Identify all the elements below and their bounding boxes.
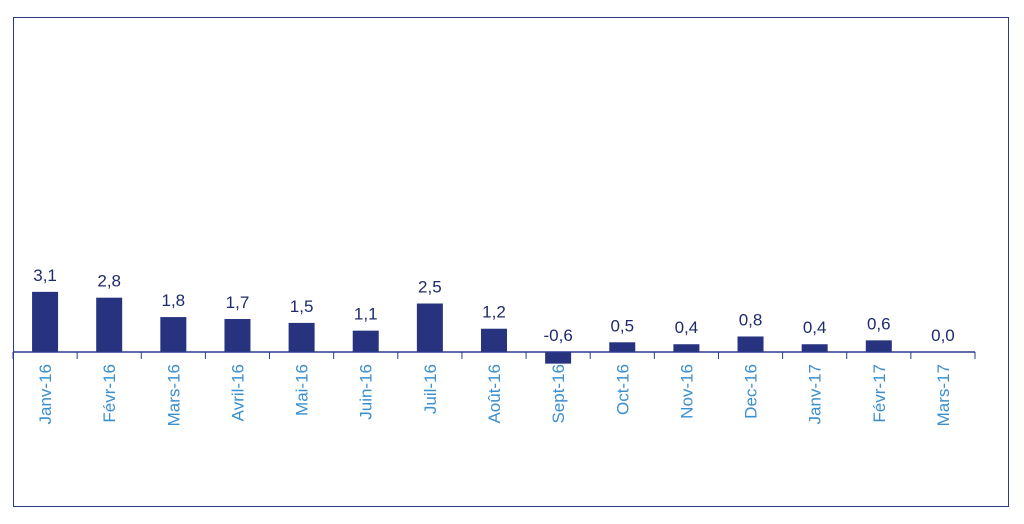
bar-Dec-16	[737, 336, 764, 352]
bar-Mars-16	[160, 317, 187, 352]
value-label-Oct-16: 0,5	[610, 316, 634, 335]
x-tick-label-Dec-16: Dec-16	[742, 364, 761, 419]
bar-Juil-16	[416, 303, 443, 352]
x-tick-label-Mai-16: Mai-16	[293, 364, 312, 416]
value-label-Févr-16: 2,8	[97, 272, 121, 291]
bar-Janv-16	[32, 291, 59, 352]
value-label-Avril-16: 1,7	[226, 293, 250, 312]
bar-Oct-16	[609, 342, 636, 352]
value-label-Janv-16: 3,1	[33, 266, 57, 285]
bar-Mai-16	[288, 322, 315, 352]
chart-frame	[13, 17, 1009, 507]
x-tick-label-Févr-16: Févr-16	[100, 364, 119, 423]
x-tick-label-Juil-16: Juil-16	[421, 364, 440, 414]
value-label-Juin-16: 1,1	[354, 305, 378, 324]
x-tick-label-Sept-16: Sept-16	[549, 364, 568, 424]
x-tick-label-Janv-16: Janv-16	[36, 364, 55, 424]
value-label-Janv-17: 0,4	[803, 318, 827, 337]
x-tick-label-Mars-17: Mars-17	[934, 364, 953, 426]
bar-Janv-17	[801, 344, 828, 352]
bar-Sept-16	[545, 352, 572, 364]
x-axis	[12, 351, 976, 359]
value-label-Sept-16: -0,6	[543, 326, 572, 345]
bar-Juin-16	[352, 330, 379, 352]
x-tick-label-Oct-16: Oct-16	[613, 364, 632, 415]
value-label-Juil-16: 2,5	[418, 278, 442, 297]
x-tick-label-Août-16: Août-16	[485, 364, 504, 424]
x-tick-label-Févr-17: Févr-17	[870, 364, 889, 423]
value-label-Mai-16: 1,5	[290, 297, 314, 316]
x-tick-label-Janv-17: Janv-17	[806, 364, 825, 424]
value-label-Nov-16: 0,4	[675, 318, 699, 337]
x-tick-label-Nov-16: Nov-16	[677, 364, 696, 419]
tick-labels-layer: Janv-16 Févr-16 Mars-16 Avril-16 Mai-16 Juin-…	[36, 364, 953, 426]
value-label-Févr-17: 0,6	[867, 314, 891, 333]
value-labels-layer: 3,1 2,8 1,8 1,7 1,5 1,1 2,5 1,2 -0,6 0,5 0,4 0,8 0,4…	[33, 266, 955, 345]
value-label-Mars-17: 0,0	[931, 326, 955, 345]
bar-Avril-16	[224, 319, 251, 352]
x-tick-label-Juin-16: Juin-16	[357, 364, 376, 420]
bars-layer	[32, 291, 892, 364]
x-tick-label-Avril-16: Avril-16	[228, 364, 247, 421]
bar-Févr-16	[96, 297, 123, 352]
value-label-Mars-16: 1,8	[162, 291, 186, 310]
x-tick-label-Mars-16: Mars-16	[164, 364, 183, 426]
bar-Févr-17	[865, 340, 892, 352]
value-label-Dec-16: 0,8	[739, 310, 763, 329]
bar-Nov-16	[673, 344, 700, 352]
bar-Août-16	[481, 328, 507, 352]
value-label-Août-16: 1,2	[482, 303, 506, 322]
